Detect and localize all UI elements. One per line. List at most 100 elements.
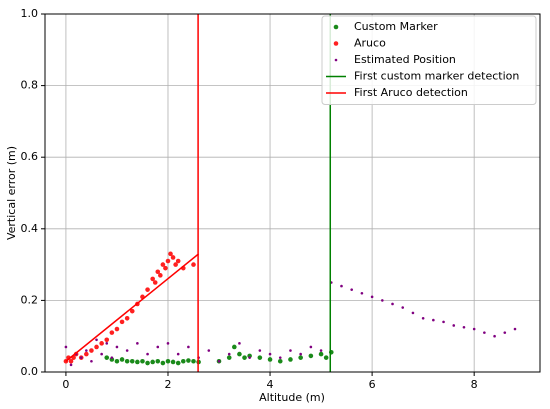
x-axis-label: Altitude (m) [259,391,325,404]
point [226,355,232,360]
point [442,320,445,324]
point [150,276,155,282]
y-tick-label: 0.2 [21,293,39,306]
point [170,255,176,260]
point [191,262,196,267]
point [84,351,89,357]
point [411,311,415,315]
point [370,295,374,299]
point [401,306,405,309]
legend-label: Custom Marker [354,20,438,33]
point [110,356,114,359]
point [318,351,324,357]
plot-area [63,14,517,372]
point [513,327,517,331]
legend-swatch [333,41,339,46]
point [237,351,242,357]
point [64,345,68,349]
point [150,359,155,365]
point [391,302,394,306]
point [125,349,129,352]
point [180,358,186,364]
point [104,337,110,343]
point [175,360,181,366]
point [207,349,211,352]
point [227,352,231,356]
point [165,358,171,364]
point [340,284,343,288]
point [308,353,314,359]
point [140,358,145,364]
point [94,344,99,350]
point [155,358,161,364]
point [114,326,120,332]
point [145,287,150,292]
plot-frame [44,13,541,373]
point [173,262,178,267]
point [267,357,273,362]
point [176,352,180,356]
point [298,355,303,360]
point [309,345,313,349]
legend-label: First custom marker detection [354,70,519,83]
point [483,331,486,334]
point [90,359,93,363]
point [95,338,98,342]
point [168,251,173,257]
point [152,280,158,285]
point [115,345,119,349]
point [238,342,241,345]
x-tick-label: 4 [267,378,274,391]
point [421,317,425,320]
point [99,341,104,346]
point [109,330,115,335]
point [289,349,292,352]
legend-swatch [333,24,339,30]
point [288,357,293,362]
legend-swatch [334,58,338,62]
point [277,358,283,364]
legend-label: Estimated Position [354,53,456,66]
point [119,319,125,325]
point [68,358,74,364]
point [217,359,221,363]
point [156,345,160,349]
point [85,349,88,352]
point [268,352,272,356]
point [381,299,384,302]
y-tick-label: 1.0 [21,7,39,20]
point [242,355,247,360]
point [187,345,190,349]
point [158,273,163,278]
x-tick-label: 0 [62,378,69,391]
point [160,262,166,267]
point [145,360,150,366]
point [89,348,94,353]
point [114,358,120,364]
point [493,334,496,338]
point [124,358,130,364]
point [319,349,323,352]
point [503,331,507,334]
point [69,363,73,367]
x-tick-label: 2 [164,378,171,391]
point [146,352,149,356]
point [129,308,135,314]
y-axis-label: Vertical error (m) [5,146,18,240]
legend-label: Aruco [354,37,386,50]
point [350,288,353,291]
point [452,324,456,327]
point [258,349,262,352]
x-tick-label: 8 [471,378,478,391]
line [65,253,200,362]
point [175,258,181,264]
point [129,358,135,364]
point [166,342,170,345]
point [257,355,263,360]
point [462,325,466,329]
point [191,358,196,364]
point [278,356,282,359]
legend-label: First Aruco detection [354,86,468,99]
point [232,344,237,350]
